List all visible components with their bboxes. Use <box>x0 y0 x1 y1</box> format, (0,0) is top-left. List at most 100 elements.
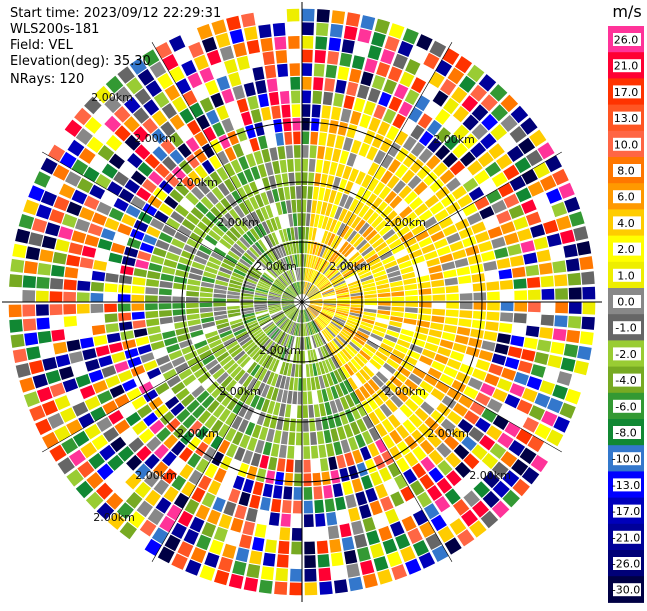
velocity-gate <box>460 151 476 167</box>
velocity-gate <box>368 336 382 346</box>
velocity-gate <box>274 345 283 359</box>
velocity-gate <box>393 409 407 423</box>
velocity-gate <box>107 512 126 530</box>
velocity-gate <box>75 218 91 233</box>
velocity-gate <box>199 97 214 113</box>
velocity-gate <box>391 296 405 302</box>
velocity-gate <box>181 345 195 355</box>
velocity-gate <box>267 233 276 247</box>
velocity-gate <box>579 256 594 270</box>
velocity-gate <box>313 77 324 91</box>
velocity-gate <box>324 147 334 161</box>
velocity-gate <box>325 266 336 277</box>
velocity-gate <box>228 315 242 322</box>
velocity-gate <box>146 278 160 287</box>
velocity-gate <box>274 280 286 290</box>
velocity-gate <box>472 311 486 320</box>
velocity-gate <box>173 282 187 290</box>
velocity-gate <box>319 403 327 417</box>
velocity-gate <box>121 256 136 267</box>
velocity-gate <box>233 243 245 255</box>
velocity-gate <box>75 128 93 145</box>
velocity-gate <box>318 567 332 582</box>
velocity-gate <box>82 348 97 361</box>
velocity-gate <box>28 185 45 202</box>
velocity-gate <box>142 179 157 194</box>
colorbar-label-bg <box>613 478 641 492</box>
velocity-gate <box>317 554 330 568</box>
velocity-gate <box>258 280 271 288</box>
velocity-gate <box>443 324 457 334</box>
velocity-gate <box>354 41 369 57</box>
velocity-gate <box>289 285 298 296</box>
velocity-gate <box>275 374 283 388</box>
velocity-gate <box>58 226 74 240</box>
velocity-gate <box>187 436 202 451</box>
velocity-gate <box>97 390 113 405</box>
velocity-gate <box>274 581 288 595</box>
velocity-gate <box>528 405 545 421</box>
velocity-gate <box>346 343 358 355</box>
velocity-gate <box>447 410 462 425</box>
velocity-gate <box>485 271 499 281</box>
velocity-gate <box>240 296 254 300</box>
velocity-gate <box>546 188 563 204</box>
velocity-gate <box>231 272 245 280</box>
velocity-gate <box>384 210 398 223</box>
velocity-gate <box>186 308 200 315</box>
velocity-gate <box>517 360 533 374</box>
velocity-gate <box>90 406 107 422</box>
velocity-gate <box>336 305 350 309</box>
velocity-gate <box>369 543 385 559</box>
velocity-gate <box>255 311 269 317</box>
velocity-gate <box>77 461 95 478</box>
velocity-gate <box>514 302 528 312</box>
velocity-gate <box>424 194 439 208</box>
velocity-gate <box>310 432 317 445</box>
velocity-gate <box>298 378 302 391</box>
velocity-gate <box>162 368 177 381</box>
velocity-gate <box>234 504 247 520</box>
velocity-gate <box>204 79 219 96</box>
velocity-gate <box>338 178 348 193</box>
velocity-gate <box>394 344 408 354</box>
velocity-gate <box>373 556 389 572</box>
velocity-gate <box>279 318 289 329</box>
velocity-gate <box>271 344 280 357</box>
velocity-gate <box>277 244 284 258</box>
velocity-gate <box>229 383 242 396</box>
velocity-gate <box>487 302 500 311</box>
velocity-gate <box>84 423 101 440</box>
velocity-gate <box>177 541 194 558</box>
velocity-gate <box>325 443 335 457</box>
velocity-gate <box>503 164 520 181</box>
velocity-gate <box>416 34 433 51</box>
velocity-gate <box>302 309 306 323</box>
velocity-gate <box>302 226 306 240</box>
velocity-gate <box>386 125 400 141</box>
velocity-gate <box>213 310 227 316</box>
velocity-gate <box>228 459 241 474</box>
velocity-gate <box>357 28 372 44</box>
velocity-gate <box>155 163 170 178</box>
velocity-gate <box>389 445 403 461</box>
velocity-gate <box>446 293 459 301</box>
velocity-gate <box>241 289 255 295</box>
velocity-gate <box>94 106 112 124</box>
velocity-gate <box>364 302 378 306</box>
velocity-gate <box>428 264 442 274</box>
velocity-gate <box>86 472 104 490</box>
velocity-gate <box>241 339 254 350</box>
velocity-gate <box>49 444 67 462</box>
velocity-gate <box>320 174 328 188</box>
velocity-gate <box>322 289 335 296</box>
velocity-gate <box>386 175 400 189</box>
velocity-gate <box>323 296 336 300</box>
velocity-gate <box>182 90 198 107</box>
velocity-gate <box>295 432 302 446</box>
velocity-gate <box>269 290 282 296</box>
velocity-gate <box>336 239 346 252</box>
velocity-gate <box>284 376 291 390</box>
velocity-gate <box>254 523 267 538</box>
velocity-gate <box>148 396 164 411</box>
